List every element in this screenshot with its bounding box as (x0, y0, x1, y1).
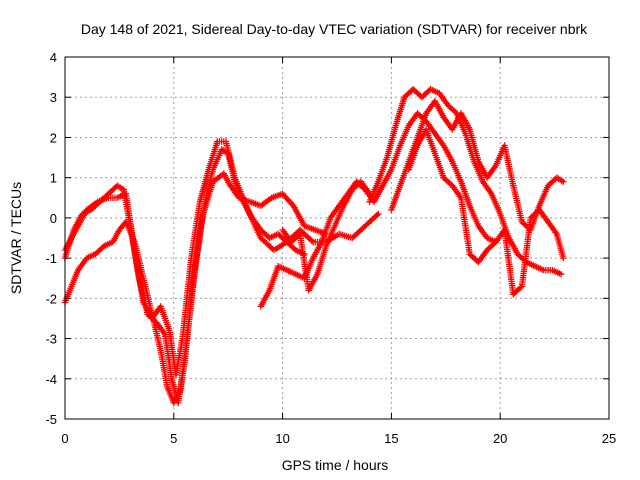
y-tick-label: 2 (50, 130, 57, 145)
satellite-track-g (405, 126, 567, 298)
x-tick-label: 10 (275, 431, 289, 446)
grid (65, 57, 609, 419)
satellite-track-h (279, 178, 373, 294)
y-tick-label: 0 (50, 211, 57, 226)
x-tick-label: 25 (602, 431, 616, 446)
plot-area (61, 86, 567, 407)
y-axis-label: SDTVAR / TECUs (8, 182, 24, 294)
y-tick-label: -3 (45, 332, 57, 347)
y-tick-label: -1 (45, 251, 57, 266)
y-tick-label: 1 (50, 171, 57, 186)
axis-ticks: 0 5 10 15 20 25 -5 -4 -3 -2 -1 0 1 2 3 4 (45, 50, 616, 446)
y-tick-label: -2 (45, 291, 57, 306)
y-tick-label: -5 (45, 412, 57, 427)
x-tick-label: 15 (384, 431, 398, 446)
y-tick-label: 4 (50, 50, 57, 65)
x-tick-label: 0 (61, 431, 68, 446)
satellite-track-b (61, 170, 330, 407)
x-tick-label: 20 (493, 431, 507, 446)
x-tick-label: 5 (170, 431, 177, 446)
x-axis-label: GPS time / hours (282, 457, 389, 473)
y-tick-label: 3 (50, 90, 57, 105)
plot-frame (64, 56, 610, 420)
satellite-track-e (366, 86, 565, 278)
chart-title: Day 148 of 2021, Sidereal Day-to-day VTE… (81, 21, 588, 37)
y-tick-label: -4 (45, 372, 57, 387)
